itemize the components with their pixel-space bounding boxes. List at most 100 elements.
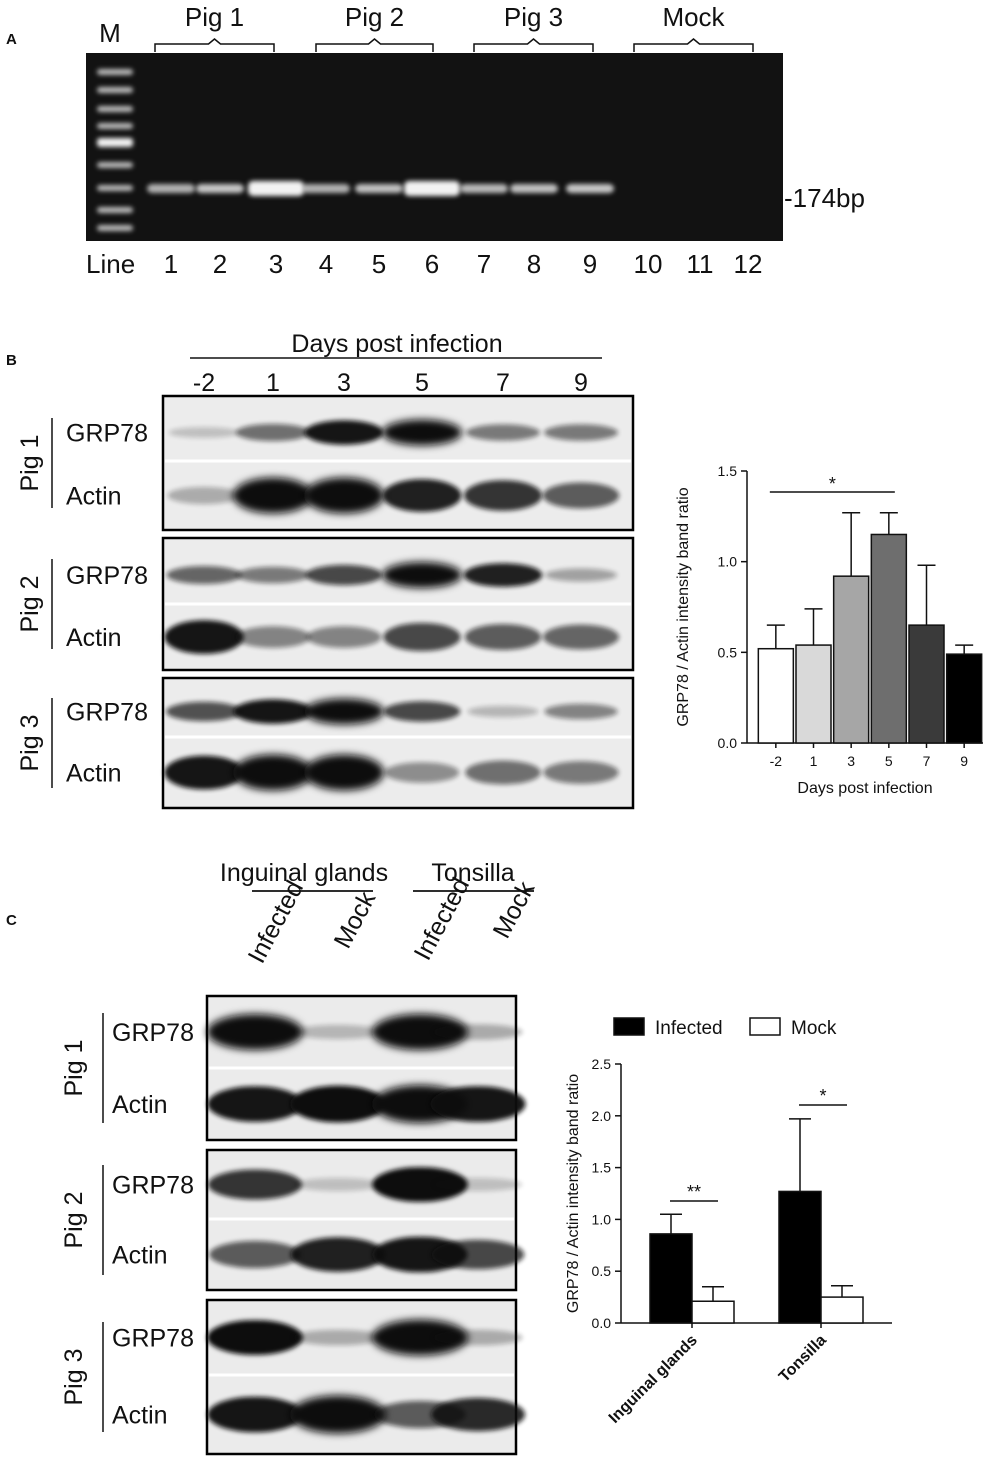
day-label: 5 <box>415 369 429 397</box>
lane-numbers: 1 2 3 4 5 6 7 8 9 10 11 12 <box>164 249 763 279</box>
grp78-label: GRP78 <box>66 420 148 448</box>
y-axis-title: GRP78 / Actin intensity band ratio <box>675 487 692 726</box>
pig-label: Pig 1 <box>60 1040 88 1097</box>
group-bracket <box>473 38 594 52</box>
pig-label: Pig 3 <box>16 715 44 772</box>
grp78-label: GRP78 <box>112 1325 194 1353</box>
panel-b-letter: B <box>6 352 17 369</box>
grp78-band <box>236 566 310 584</box>
grp78-band <box>545 568 617 582</box>
y-tick-label: 0.0 <box>592 1315 612 1331</box>
blot-frame <box>161 394 635 532</box>
grp78-band <box>544 424 618 441</box>
x-tick-label: 3 <box>847 753 855 769</box>
bar-mock <box>820 1296 864 1324</box>
grp78-band <box>293 1177 383 1192</box>
group-brackets: Pig 1 Pig 2 Pig 3 Mock <box>154 2 754 52</box>
group-bracket <box>315 38 434 52</box>
pcr-band <box>248 181 304 196</box>
pcr-band <box>460 184 508 193</box>
blot-frame <box>161 676 635 810</box>
day-label: 7 <box>496 369 510 397</box>
chart-days-post-infection: 0.0 0.5 1.0 1.5 -2 1 3 5 7 9 * Days post infection G… <box>675 463 983 797</box>
actin-band <box>207 1086 303 1122</box>
chart-tissues: 0.0 0.5 1.0 1.5 2.0 2.5 Inguinal glands Tonsill… <box>565 1017 892 1427</box>
actin-band <box>464 623 542 651</box>
group-label: Pig 1 <box>185 2 244 32</box>
group-bracket <box>633 38 754 52</box>
ladder-band <box>97 69 133 75</box>
grp78-band <box>544 703 618 720</box>
y-tick-label: 1.0 <box>718 554 738 570</box>
actin-label: Actin <box>66 483 122 511</box>
ladder-band <box>97 123 133 129</box>
actin-band <box>233 754 313 791</box>
legend-label: Infected <box>655 1018 723 1039</box>
actin-label: Actin <box>112 1242 168 1270</box>
y-tick-label: 1.0 <box>592 1211 612 1227</box>
lane-number: 5 <box>372 249 386 279</box>
actin-band <box>290 1237 386 1272</box>
x-tick-label: -2 <box>770 753 783 769</box>
x-tick-label: Tonsilla <box>776 1332 830 1386</box>
group-bracket <box>154 38 275 52</box>
bar-infected <box>649 1233 693 1324</box>
pcr-band <box>355 184 403 193</box>
blot-pig-1 <box>161 394 635 532</box>
pcr-bands <box>147 181 614 196</box>
y-tick-label: 0.5 <box>592 1263 612 1279</box>
actin-band <box>164 620 244 654</box>
lane-number: 2 <box>213 249 227 279</box>
grp78-band <box>433 1177 523 1192</box>
significance-label: * <box>829 474 836 494</box>
ladder-band <box>97 87 133 93</box>
tissue-label-inguinal: Inguinal glands <box>220 859 388 887</box>
bar <box>945 653 983 744</box>
y-tick-label: 2.0 <box>592 1108 612 1124</box>
actin-label: Actin <box>112 1091 168 1119</box>
actin-band <box>306 626 382 648</box>
pcr-band <box>147 184 195 193</box>
western-blots-b: GRP78 Actin Pig 1 GRP78 Actin Pig 2 GRP78 Actin… <box>16 394 635 810</box>
actin-label: Actin <box>66 760 122 788</box>
grp78-band <box>304 420 384 445</box>
western-blots-c: GRP78 Actin Pig 1 GRP78 Actin Pig 2 GRP78 Actin… <box>60 994 526 1456</box>
pig-label: Pig 1 <box>16 435 44 492</box>
band-size-label: -174bp <box>784 183 865 213</box>
grp78-band <box>466 424 540 441</box>
legend-swatch <box>613 1017 645 1036</box>
y-tick-label: 0.5 <box>718 644 738 660</box>
grp78-band <box>463 563 543 587</box>
tissue-label-tonsilla: Tonsilla <box>431 859 514 887</box>
y-tick-label: 2.5 <box>592 1056 612 1072</box>
grp78-band <box>166 566 242 584</box>
blot-pig-1 <box>205 994 526 1142</box>
pcr-band <box>510 184 558 193</box>
legend-label: Mock <box>791 1018 837 1039</box>
actin-band <box>233 477 313 514</box>
lane-number: 3 <box>269 249 283 279</box>
legend: Infected Mock <box>613 1017 837 1039</box>
actin-band <box>384 762 460 783</box>
actin-band <box>383 622 461 652</box>
actin-band <box>207 1396 303 1433</box>
ladder-band <box>97 106 133 112</box>
grp78-band <box>207 1320 303 1355</box>
actin-band <box>465 760 541 785</box>
grp78-label: GRP78 <box>66 699 148 727</box>
actin-band <box>290 1395 386 1434</box>
actin-band <box>431 1397 525 1432</box>
x-axis-title: Days post infection <box>797 780 932 797</box>
grp78-band <box>382 562 462 588</box>
condition-label: Infected <box>243 876 309 968</box>
pig-label: Pig 3 <box>60 1349 88 1406</box>
grp78-band <box>166 701 242 722</box>
grp78-band <box>235 423 311 442</box>
lane-number: 8 <box>527 249 541 279</box>
day-label: 3 <box>337 369 351 397</box>
pcr-band <box>302 184 350 193</box>
dna-ladder <box>97 69 133 231</box>
grp78-band <box>467 705 539 718</box>
bar <box>832 575 870 744</box>
grp78-band <box>433 1329 523 1346</box>
